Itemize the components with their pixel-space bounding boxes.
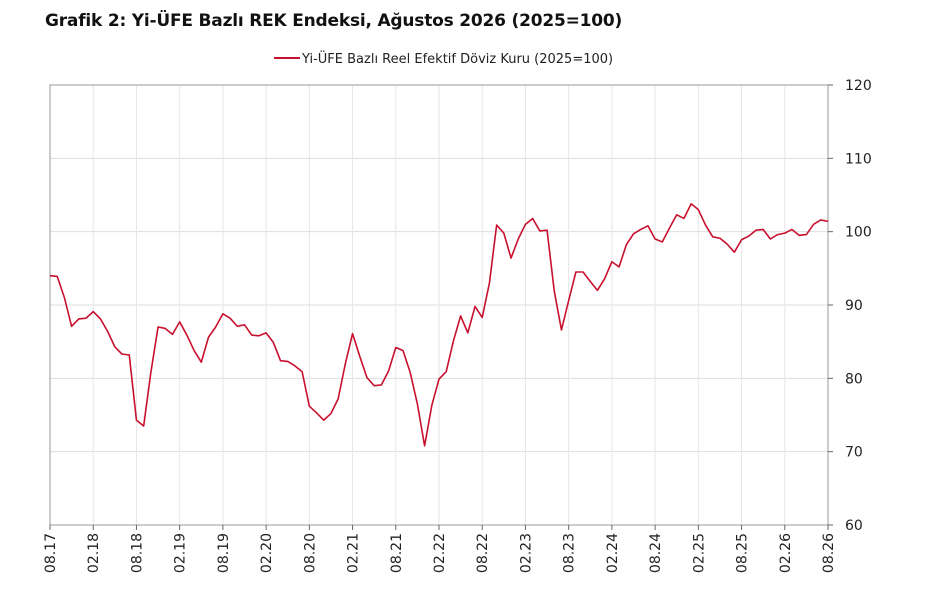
x-tick-label: 08.18: [129, 533, 145, 573]
series-layer: [49, 203, 829, 447]
x-tick-label: 02.22: [432, 533, 448, 573]
x-tick-label: 02.18: [86, 533, 102, 573]
y-axis: 60 70 80 90 100 110 120: [828, 78, 872, 534]
y-tick-label: 110: [845, 151, 872, 167]
chart-title: Grafik 2: Yi-ÜFE Bazlı REK Endeksi, Ağus…: [45, 11, 623, 31]
legend: Yi-ÜFE Bazlı Reel Efektif Döviz Kuru (20…: [274, 50, 613, 67]
x-tick-label: 02.25: [691, 533, 707, 573]
x-tick-label: 02.26: [778, 533, 794, 573]
y-tick-label: 60: [845, 518, 863, 534]
x-tick-label: 08.25: [735, 533, 751, 573]
x-tick-label: 02.20: [259, 533, 275, 573]
y-tick-label: 120: [845, 78, 872, 94]
legend-label: Yi-ÜFE Bazlı Reel Efektif Döviz Kuru (20…: [301, 50, 613, 67]
x-tick-label: 08.19: [216, 533, 232, 573]
x-tick-label: 08.26: [821, 533, 837, 573]
x-tick-label: 02.21: [346, 533, 362, 573]
x-tick-label: 08.24: [648, 533, 664, 573]
x-tick-label: 08.23: [562, 533, 578, 573]
x-gridlines: [92, 85, 786, 525]
x-tick-label: 08.17: [43, 533, 59, 573]
x-axis: 08.17 02.18 08.18 02.19 08.19 02.20 08.20 02.21…: [43, 525, 837, 573]
y-tick-label: 100: [845, 225, 872, 241]
x-tick-label: 08.22: [475, 533, 491, 573]
x-tick-label: 02.23: [518, 533, 534, 573]
y-tick-label: 90: [845, 298, 863, 314]
x-tick-label: 02.24: [605, 533, 621, 573]
x-tick-label: 08.20: [302, 533, 318, 573]
x-tick-label: 08.21: [389, 533, 405, 573]
series-line-0: [49, 203, 829, 447]
y-tick-label: 70: [845, 445, 863, 461]
y-tick-label: 80: [845, 371, 863, 387]
x-tick-label: 02.19: [173, 533, 189, 573]
